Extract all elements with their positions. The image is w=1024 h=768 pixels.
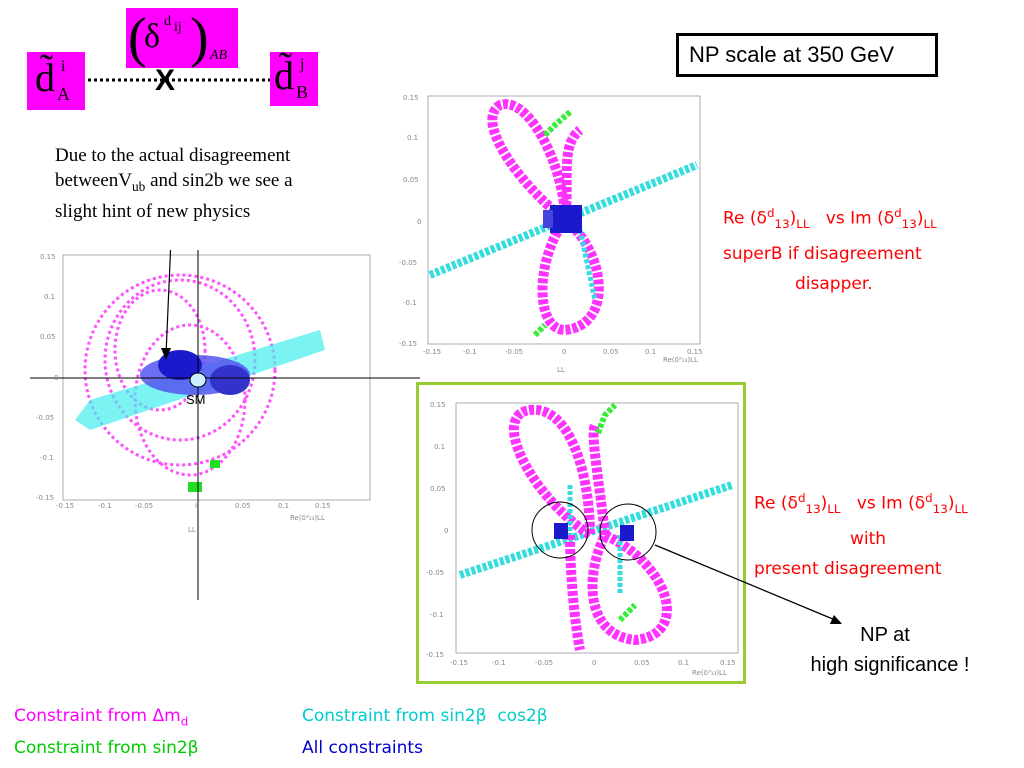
np-scale-text: NP scale at 350 GeV — [689, 42, 895, 67]
sm-label: SM — [186, 392, 206, 407]
svg-text:0: 0 — [54, 374, 58, 382]
propagator-line — [88, 78, 270, 82]
paren-left: ( — [128, 7, 147, 69]
right-squark-chirality: B — [296, 82, 309, 102]
svg-text:0.1: 0.1 — [678, 659, 689, 667]
insertion-delta: δ — [144, 18, 161, 55]
svg-text:0.05: 0.05 — [403, 176, 419, 184]
plot-current: 0.15 0.1 0.05 0 -0.05 -0.1 -0.15 -0.15 -0.1 -0.… — [30, 250, 420, 600]
svg-text:Re(δᵈ₁₃)LL: Re(δᵈ₁₃)LL — [692, 669, 727, 677]
annotation-superb-line2: superB if disagreement — [723, 244, 922, 265]
svg-text:-0.05: -0.05 — [36, 414, 54, 422]
svg-text:0: 0 — [195, 502, 199, 510]
annotation-present-line2: with — [850, 529, 887, 550]
insertion-sup-ij: ij — [174, 20, 182, 35]
svg-text:-0.05: -0.05 — [399, 259, 417, 267]
svg-text:0.1: 0.1 — [278, 502, 289, 510]
insertion-sup-d: d — [164, 14, 171, 29]
svg-text:0: 0 — [562, 348, 566, 356]
hint-note-line2: betweenVub and sin2b we see a — [55, 170, 293, 194]
left-squark-chirality: A — [57, 84, 70, 104]
svg-text:-0.1: -0.1 — [463, 348, 477, 356]
annotation-superb-line3: disapper. — [795, 274, 873, 295]
right-squark-flavor: j — [300, 56, 305, 73]
svg-text:0.15: 0.15 — [430, 401, 446, 409]
mass-insertion-cross: X — [155, 64, 176, 97]
left-squark-flavor: i — [61, 58, 66, 75]
svg-text:0.15: 0.15 — [40, 253, 56, 261]
svg-text:-0.15: -0.15 — [423, 348, 441, 356]
svg-text:Re(δᵈ₁₃)LL: Re(δᵈ₁₃)LL — [663, 356, 698, 364]
legend-dm: Constraint from Δmd — [14, 706, 189, 729]
annotation-present: Re (δd13)LL vs Im (δd13)LL with present … — [754, 483, 968, 584]
insertion-box: ( δ d ij ) AB — [126, 7, 238, 69]
svg-text:-0.15: -0.15 — [426, 651, 444, 659]
svg-text:-0.1: -0.1 — [492, 659, 506, 667]
hint-note: Due to the actual disagreement betweenVu… — [55, 143, 293, 224]
present-plot-frame — [416, 382, 746, 684]
np-scale-box: NP scale at 350 GeV — [676, 33, 938, 77]
svg-text:-0.15: -0.15 — [450, 659, 468, 667]
right-squark-symbol: d̃ — [274, 53, 294, 98]
svg-text:0.05: 0.05 — [634, 659, 650, 667]
hint-note-line3: slight hint of new physics — [55, 200, 251, 222]
svg-text:-0.15: -0.15 — [399, 340, 417, 348]
left-squark-box: d̃ i A — [27, 52, 85, 110]
np-significance-note: NP at high significance ! — [790, 620, 990, 680]
insertion-sub-ab: AB — [210, 48, 228, 63]
legend-sin2b: Constraint from sin2β — [14, 738, 199, 758]
svg-text:-0.05: -0.05 — [426, 569, 444, 577]
svg-text:LL: LL — [188, 526, 196, 534]
svg-text:0.1: 0.1 — [407, 134, 418, 142]
legend-all: All constraints — [302, 738, 423, 758]
svg-text:0: 0 — [417, 218, 421, 226]
svg-text:0.1: 0.1 — [434, 443, 445, 451]
svg-text:0.05: 0.05 — [40, 333, 56, 341]
paren-right: ) — [190, 7, 209, 69]
svg-text:Re(δᵈ₁₃)LL: Re(δᵈ₁₃)LL — [290, 514, 325, 522]
annotation-superb-line1: Re (δd13)LL vs Im (δd13)LL — [723, 206, 937, 232]
svg-text:LL: LL — [557, 366, 565, 374]
svg-text:-0.15: -0.15 — [56, 502, 74, 510]
svg-text:-0.05: -0.05 — [135, 502, 153, 510]
np-note-line2: high significance ! — [810, 654, 970, 676]
svg-text:0.1: 0.1 — [44, 293, 55, 301]
svg-text:0.05: 0.05 — [235, 502, 251, 510]
right-squark-box: d̃ j B — [270, 52, 318, 106]
svg-text:0.1: 0.1 — [645, 348, 656, 356]
svg-text:-0.1: -0.1 — [40, 454, 54, 462]
svg-text:0.05: 0.05 — [430, 485, 446, 493]
svg-text:-0.05: -0.05 — [535, 659, 553, 667]
legend-sin2b-cos2b: Constraint from sin2β cos2β — [302, 706, 548, 726]
annotation-superb: Re (δd13)LL vs Im (δd13)LL superB if dis… — [723, 198, 937, 299]
svg-text:0: 0 — [592, 659, 596, 667]
svg-text:-0.1: -0.1 — [430, 611, 444, 619]
svg-text:0.05: 0.05 — [603, 348, 619, 356]
annotation-present-line3: present disagreement — [754, 559, 942, 580]
hint-note-line1: Due to the actual disagreement — [55, 145, 291, 166]
svg-text:-0.15: -0.15 — [36, 494, 54, 502]
svg-text:-0.1: -0.1 — [98, 502, 112, 510]
np-note-line1: NP at — [860, 624, 910, 646]
annotation-present-line1: Re (δd13)LL vs Im (δd13)LL — [754, 491, 968, 517]
svg-text:0.15: 0.15 — [720, 659, 736, 667]
left-squark-symbol: d̃ — [35, 55, 55, 100]
plot-superb: 0.15 0.1 0.05 0 -0.05 -0.1 -0.15 -0.15 -0.1 -0.… — [399, 94, 703, 374]
svg-text:-0.05: -0.05 — [505, 348, 523, 356]
svg-text:-0.1: -0.1 — [403, 299, 417, 307]
svg-text:0.15: 0.15 — [687, 348, 703, 356]
plot-present: 0.15 0.1 0.05 0 -0.05 -0.1 -0.15 -0.15 -0.1 -0.… — [426, 401, 739, 677]
svg-text:0.15: 0.15 — [315, 502, 331, 510]
svg-text:0.15: 0.15 — [403, 94, 419, 102]
svg-text:0: 0 — [444, 527, 448, 535]
